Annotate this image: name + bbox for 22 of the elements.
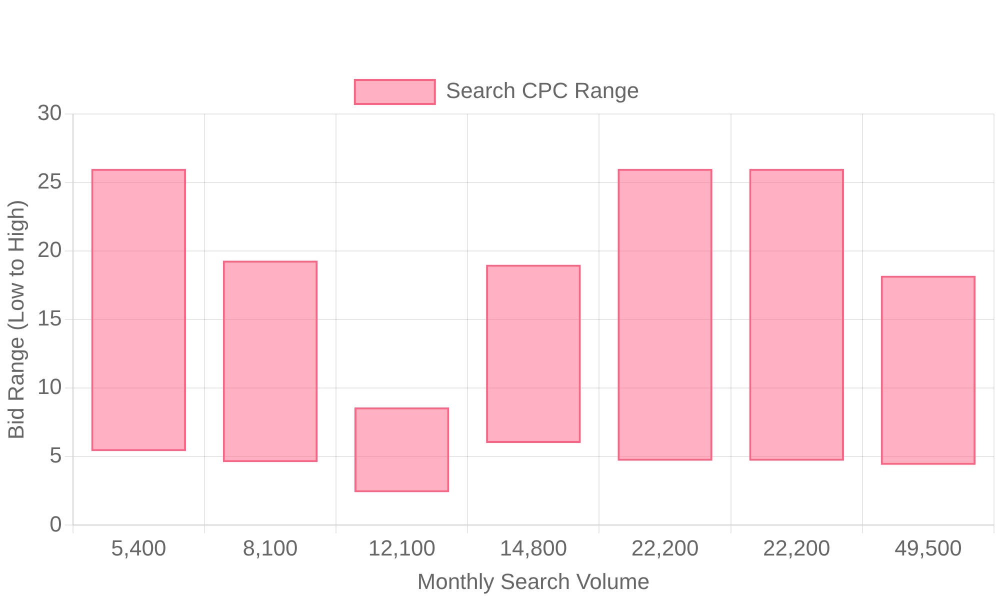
y-tick-label: 10	[37, 374, 62, 400]
y-tick-label: 25	[37, 168, 62, 194]
x-axis-title: Monthly Search Volume	[417, 568, 650, 594]
x-tick-label: 49,500	[894, 535, 962, 560]
y-tick-label: 20	[37, 237, 62, 262]
bar	[222, 260, 318, 462]
bar	[91, 168, 186, 452]
x-tick-label: 8,100	[242, 535, 298, 560]
x-tick-label: 22,200	[762, 535, 830, 560]
x-tick-label: 22,200	[631, 535, 699, 560]
y-axis-title: Bid Range (Low to High)	[3, 200, 28, 440]
y-tick-label: 5	[50, 442, 62, 468]
bar	[354, 407, 450, 492]
y-tick-label: 15	[37, 306, 62, 331]
x-tick-label: 12,100	[368, 535, 436, 560]
y-tick-label: 0	[50, 511, 62, 536]
bar	[880, 276, 976, 465]
x-tick-label: 5,400	[111, 535, 166, 560]
bar	[486, 264, 581, 443]
legend-label: Search CPC Range	[446, 78, 640, 104]
y-tick-label: 30	[37, 100, 62, 126]
x-tick-label: 14,800	[500, 535, 568, 560]
